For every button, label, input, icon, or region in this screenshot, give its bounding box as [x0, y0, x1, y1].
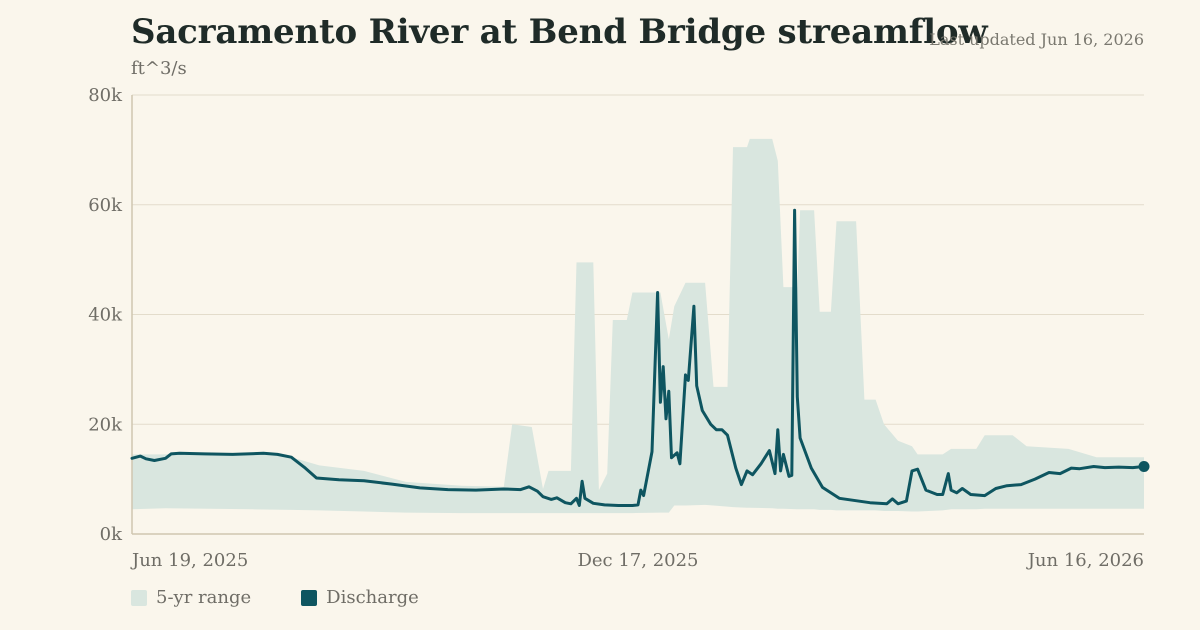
discharge-swatch	[301, 589, 318, 606]
legend: 5-yr range Discharge	[131, 587, 469, 608]
x-tick-label: Jun 19, 2025	[130, 550, 248, 571]
y-tick-label: 40k	[88, 305, 123, 326]
legend-range-label: 5-yr range	[156, 587, 252, 608]
unit-label: ft^3/s	[131, 58, 187, 79]
y-tick-label: 60k	[88, 195, 123, 216]
legend-item-discharge: Discharge	[301, 587, 419, 608]
legend-discharge-label: Discharge	[326, 587, 419, 608]
y-tick-label: 0k	[100, 524, 123, 545]
range-band-layer	[132, 138, 1144, 514]
y-tick-labels: 0k 20k 40k 60k 80k	[88, 85, 123, 545]
legend-item-range: 5-yr range	[131, 587, 251, 608]
x-tick-label: Jun 16, 2026	[1026, 550, 1144, 571]
x-tick-label: Dec 17, 2025	[577, 550, 698, 571]
discharge-line-layer	[130, 208, 1150, 507]
range-swatch	[131, 589, 147, 606]
discharge-line	[130, 208, 1146, 507]
range-band	[132, 138, 1144, 514]
x-tick-labels: Jun 19, 2025 Dec 17, 2025 Jun 16, 2026	[130, 550, 1144, 571]
chart-title: Sacramento River at Bend Bridge streamfl…	[131, 12, 988, 52]
y-tick-label: 20k	[88, 414, 123, 435]
latest-value-dot	[1138, 461, 1150, 473]
y-tick-label: 80k	[88, 85, 123, 106]
axes	[131, 95, 1144, 535]
last-updated: Last updated Jun 16, 2026	[929, 30, 1144, 49]
